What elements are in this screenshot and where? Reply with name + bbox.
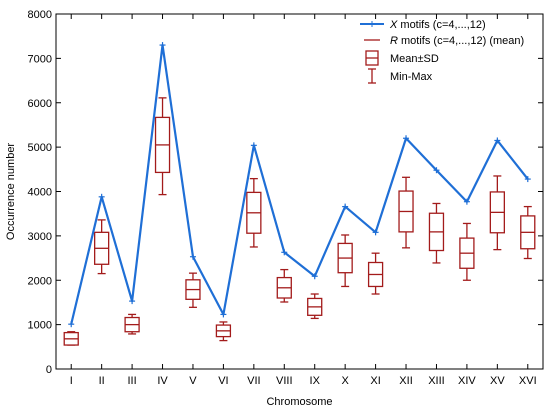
- x-tick-label: VIII: [276, 375, 293, 387]
- box-group: [520, 205, 536, 260]
- y-tick-label: 1000: [28, 320, 52, 332]
- legend-label-x-motifs: X motifs (c=4,...,12): [389, 19, 486, 31]
- box-group: [459, 222, 475, 281]
- line-series: [68, 42, 531, 328]
- box-group: [154, 97, 171, 196]
- box-group: [398, 176, 414, 249]
- box-group: [489, 175, 505, 251]
- x-tick-label: XIV: [458, 375, 476, 387]
- y-tick-label: 5000: [28, 142, 52, 154]
- y-tick-label: 8000: [28, 9, 52, 21]
- x-tick-label: XI: [370, 375, 380, 387]
- x-tick-label: X: [341, 375, 349, 387]
- x-tick-label: IV: [157, 375, 168, 387]
- y-axis-label: Occurrence number: [5, 143, 17, 241]
- x-tick-label: XII: [399, 375, 412, 387]
- x-tick-label: III: [128, 375, 137, 387]
- box-group: [63, 331, 79, 346]
- line-path: [70, 43, 529, 325]
- chart-axes: [55, 13, 544, 370]
- x-tick-label: I: [70, 375, 73, 387]
- x-tick-label: XV: [490, 375, 505, 387]
- box-group: [337, 234, 353, 288]
- box-group: [124, 313, 140, 335]
- x-tick-label: VI: [218, 375, 228, 387]
- box-group: [246, 177, 262, 248]
- box-group: [367, 252, 384, 295]
- x-tick-label: XIII: [428, 375, 445, 387]
- legend: X motifs (c=4,...,12) R motifs (c=4,...,1…: [360, 19, 524, 84]
- y-tick-label: 0: [46, 364, 52, 376]
- box-group: [94, 219, 110, 275]
- x-tick-label: VII: [247, 375, 260, 387]
- legend-label-mean-sd: Mean±SD: [390, 53, 439, 65]
- box-group: [428, 202, 445, 264]
- legend-label-r-motifs: R motifs (c=4,...,12) (mean): [390, 35, 524, 47]
- x-tick-label: V: [189, 375, 197, 387]
- box-group: [185, 272, 201, 308]
- x-tick-label: II: [99, 375, 105, 387]
- x-axis-label: Chromosome: [266, 396, 332, 408]
- box-group: [215, 321, 232, 342]
- x-axis-ticks: I II III IV V VI VII VIII IX X XI XII XIII XIV XV XVI: [70, 14, 537, 387]
- y-tick-label: 4000: [28, 187, 52, 199]
- x-tick-label: IX: [310, 375, 321, 387]
- box-series: [63, 97, 536, 346]
- y-tick-label: 7000: [28, 53, 52, 65]
- y-axis-ticks: 0 1000 2000 3000 4000 5000 6000 7000 8000: [28, 9, 543, 376]
- x-tick-label: XVI: [519, 375, 537, 387]
- y-tick-label: 6000: [28, 98, 52, 110]
- box-group: [307, 293, 323, 320]
- legend-label-min-max: Min-Max: [390, 71, 433, 83]
- plot-frame: [55, 13, 544, 370]
- box-group: [276, 268, 292, 303]
- y-tick-label: 3000: [28, 231, 52, 243]
- y-tick-label: 2000: [28, 275, 52, 287]
